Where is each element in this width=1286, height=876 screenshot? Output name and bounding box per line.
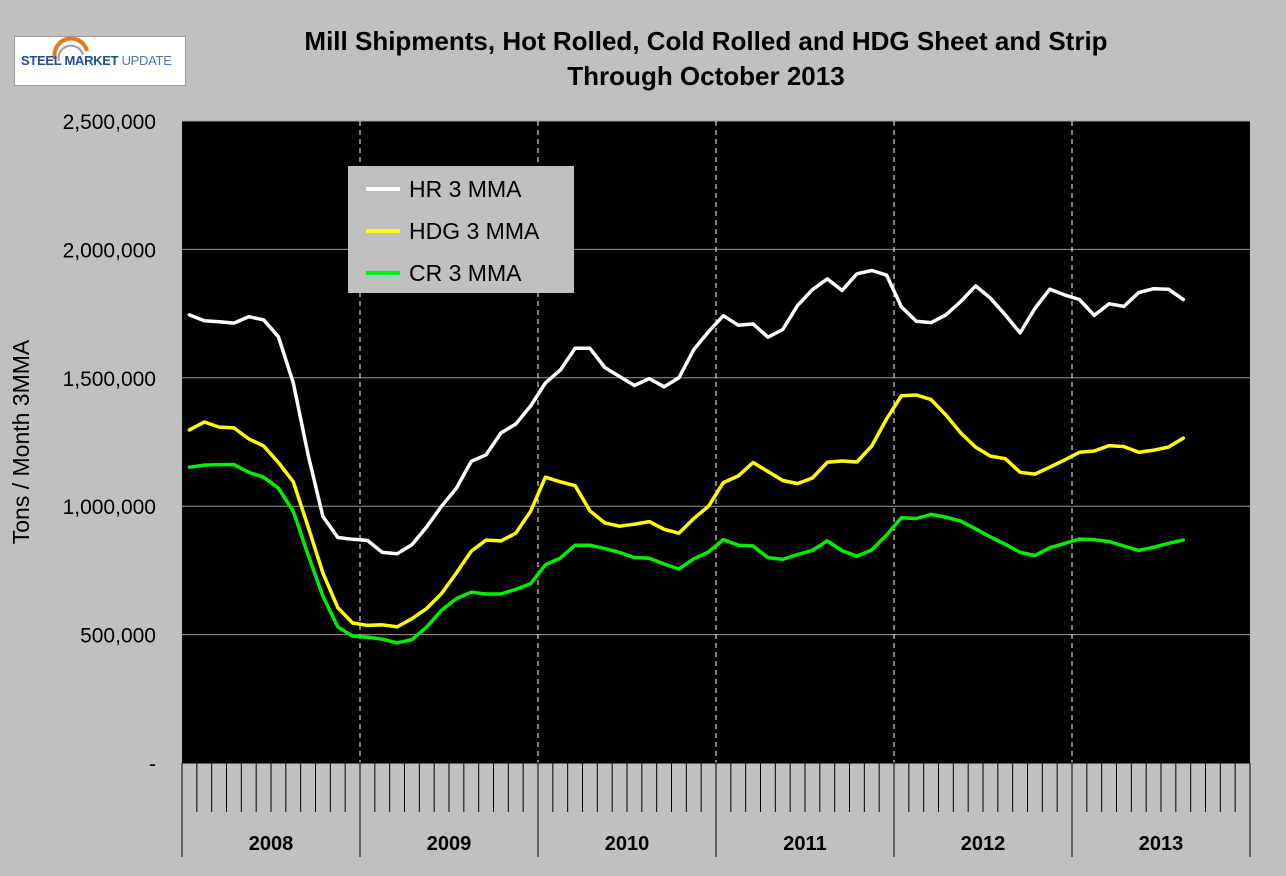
steel-market-update-logo: STEEL MARKET UPDATE [14, 36, 186, 86]
logo-text: STEEL MARKET UPDATE [21, 53, 172, 68]
logo-brand-light: UPDATE [121, 53, 172, 68]
chart-title-line-2: Through October 2013 [567, 61, 844, 91]
y-tick-label-0: - [149, 753, 156, 776]
x-year-label-2013: 2013 [1139, 833, 1184, 855]
y-tick-label-1000000: 1,000,000 [63, 496, 156, 519]
chart-title-line-1: Mill Shipments, Hot Rolled, Cold Rolled … [304, 26, 1107, 56]
plot-area [182, 121, 1250, 763]
series-line-hr-3-mma [187, 268, 1186, 556]
y-axis-label: Tons / Month 3MMA [8, 339, 34, 544]
x-year-label-2009: 2009 [427, 833, 472, 855]
x-year-label-2012: 2012 [961, 833, 1006, 855]
series-line-hdg-3-mma [187, 393, 1186, 629]
logo-swoosh-icon [52, 37, 89, 62]
y-tick-label-2500000: 2,500,000 [63, 111, 156, 134]
y-tick-label-1500000: 1,500,000 [63, 368, 156, 391]
legend-label-1: HR 3 MMA [409, 176, 522, 202]
year-dividers [359, 121, 1073, 763]
legend-label-3: CR 3 MMA [409, 260, 522, 286]
series-lines [187, 268, 1186, 645]
y-axis-tick-labels: - 500,000 1,000,000 1,500,000 2,000,000 2,500… [63, 111, 156, 776]
series-line-cr-3-mma [187, 462, 1186, 645]
legend: HR 3 MMA HDG 3 MMA CR 3 MMA [348, 166, 574, 293]
logo-brand-bold: STEEL MARKET [21, 53, 119, 68]
y-tick-label-2000000: 2,000,000 [63, 239, 156, 262]
x-year-label-2011: 2011 [783, 833, 826, 855]
x-axis: 2008 2009 2010 2011 2012 2013 [181, 762, 1251, 857]
x-year-label-2008: 2008 [249, 833, 294, 855]
x-year-label-2010: 2010 [605, 833, 650, 855]
y-tick-label-500000: 500,000 [80, 625, 156, 648]
legend-label-2: HDG 3 MMA [409, 218, 540, 244]
